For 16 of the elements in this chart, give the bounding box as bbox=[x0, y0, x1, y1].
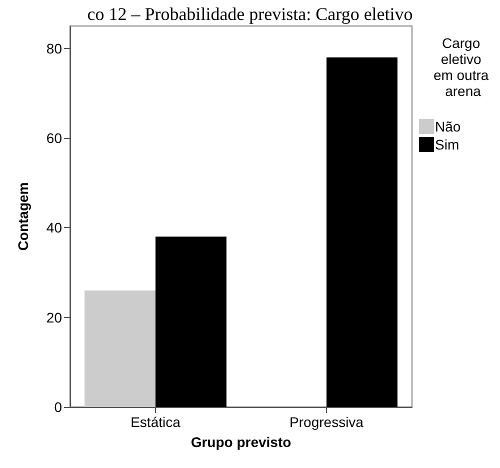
y-tick-label: 80 bbox=[46, 40, 62, 56]
y-tick-label: 60 bbox=[46, 130, 62, 146]
legend-label: Não bbox=[435, 118, 461, 134]
chart-title: co 12 – Probabilidade prevista: Cargo eletivo bbox=[87, 4, 413, 24]
y-tick-label: 0 bbox=[54, 399, 62, 415]
bar bbox=[326, 57, 398, 407]
y-tick-label: 20 bbox=[46, 309, 62, 326]
x-tick-label: Estática bbox=[130, 414, 181, 430]
y-tick-label: 40 bbox=[46, 220, 62, 236]
y-axis-title: Contagem bbox=[15, 182, 31, 251]
legend-label: Sim bbox=[435, 136, 460, 152]
bar bbox=[84, 290, 156, 407]
bar bbox=[156, 236, 226, 407]
x-tick-label: Progressiva bbox=[290, 414, 364, 430]
legend-title: Cargo eletivo em outra arena bbox=[433, 35, 493, 99]
x-axis-title: Grupo previsto bbox=[190, 434, 292, 450]
